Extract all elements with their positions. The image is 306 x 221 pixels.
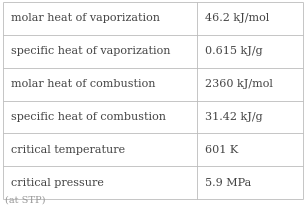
Text: 46.2 kJ/mol: 46.2 kJ/mol (205, 13, 269, 23)
Text: 0.615 kJ/g: 0.615 kJ/g (205, 46, 263, 56)
Text: specific heat of combustion: specific heat of combustion (11, 112, 166, 122)
Text: specific heat of vaporization: specific heat of vaporization (11, 46, 170, 56)
Text: 2360 kJ/mol: 2360 kJ/mol (205, 79, 273, 89)
Text: critical pressure: critical pressure (11, 178, 104, 188)
Text: critical temperature: critical temperature (11, 145, 125, 155)
Text: 601 K: 601 K (205, 145, 238, 155)
Text: 5.9 MPa: 5.9 MPa (205, 178, 251, 188)
Text: 31.42 kJ/g: 31.42 kJ/g (205, 112, 263, 122)
Text: (at STP): (at STP) (5, 196, 46, 205)
Text: molar heat of vaporization: molar heat of vaporization (11, 13, 160, 23)
Text: molar heat of combustion: molar heat of combustion (11, 79, 155, 89)
